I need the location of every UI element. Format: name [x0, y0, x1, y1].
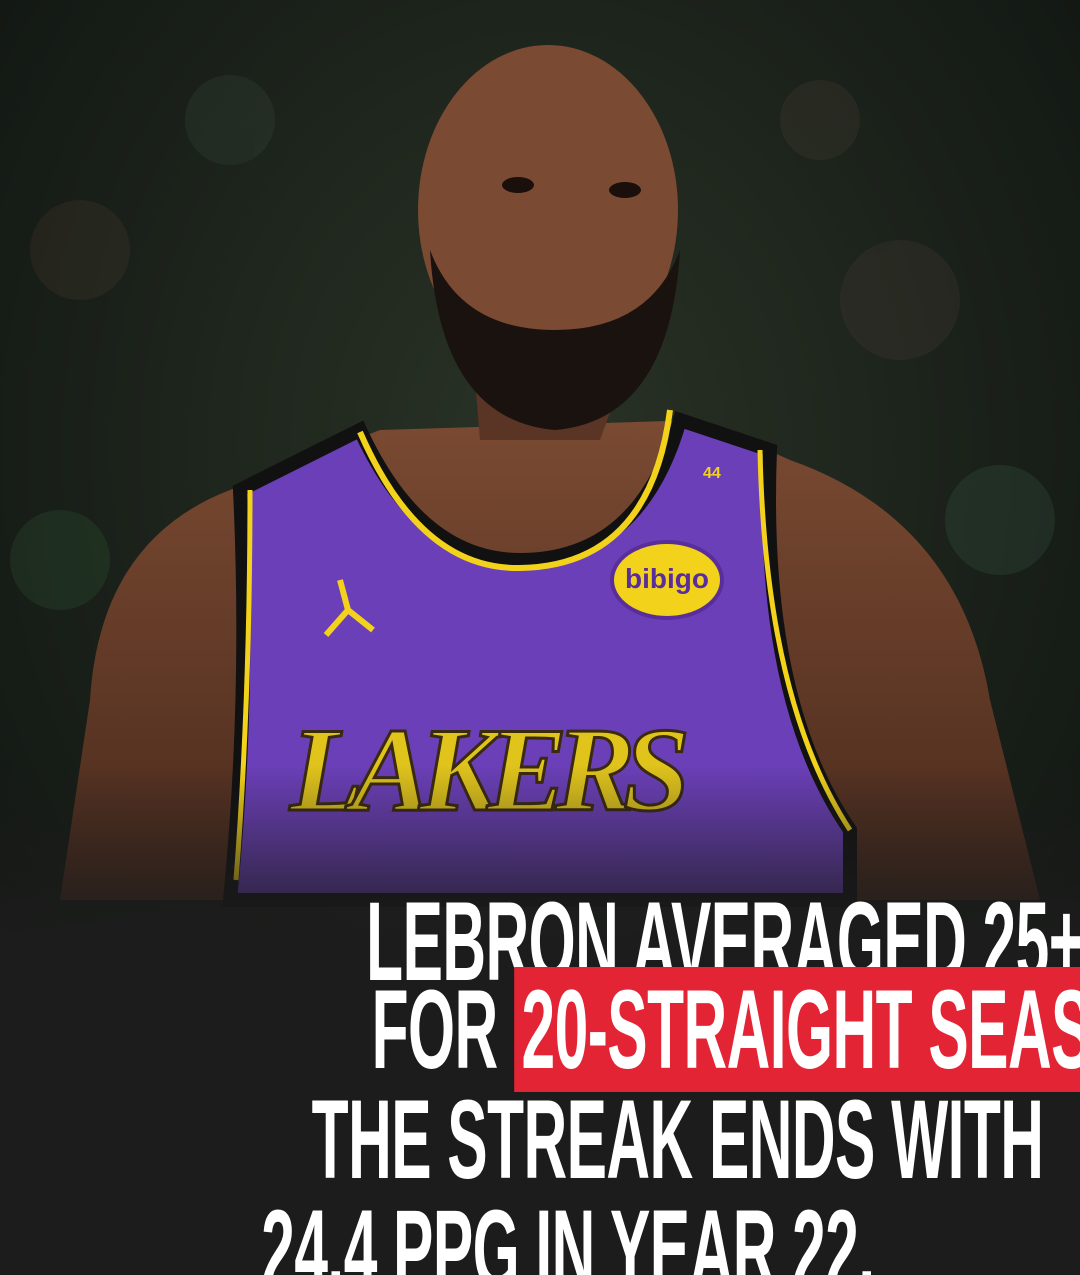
highlighted-text: 20-STRAIGHT SEASONS.	[513, 967, 1080, 1092]
headline-line-2: FOR 20-STRAIGHT SEASONS.	[0, 967, 1080, 1092]
headline-line-2-prefix: FOR	[371, 967, 499, 1092]
headline-line-3: THE STREAK ENDS WITH	[311, 1077, 1044, 1202]
headline: LEBRON AVERAGED 25+ PPG FOR 20-STRAIGHT …	[0, 880, 1080, 1275]
headline-line-4: 24.4 PPG IN YEAR 22.	[261, 1187, 875, 1275]
